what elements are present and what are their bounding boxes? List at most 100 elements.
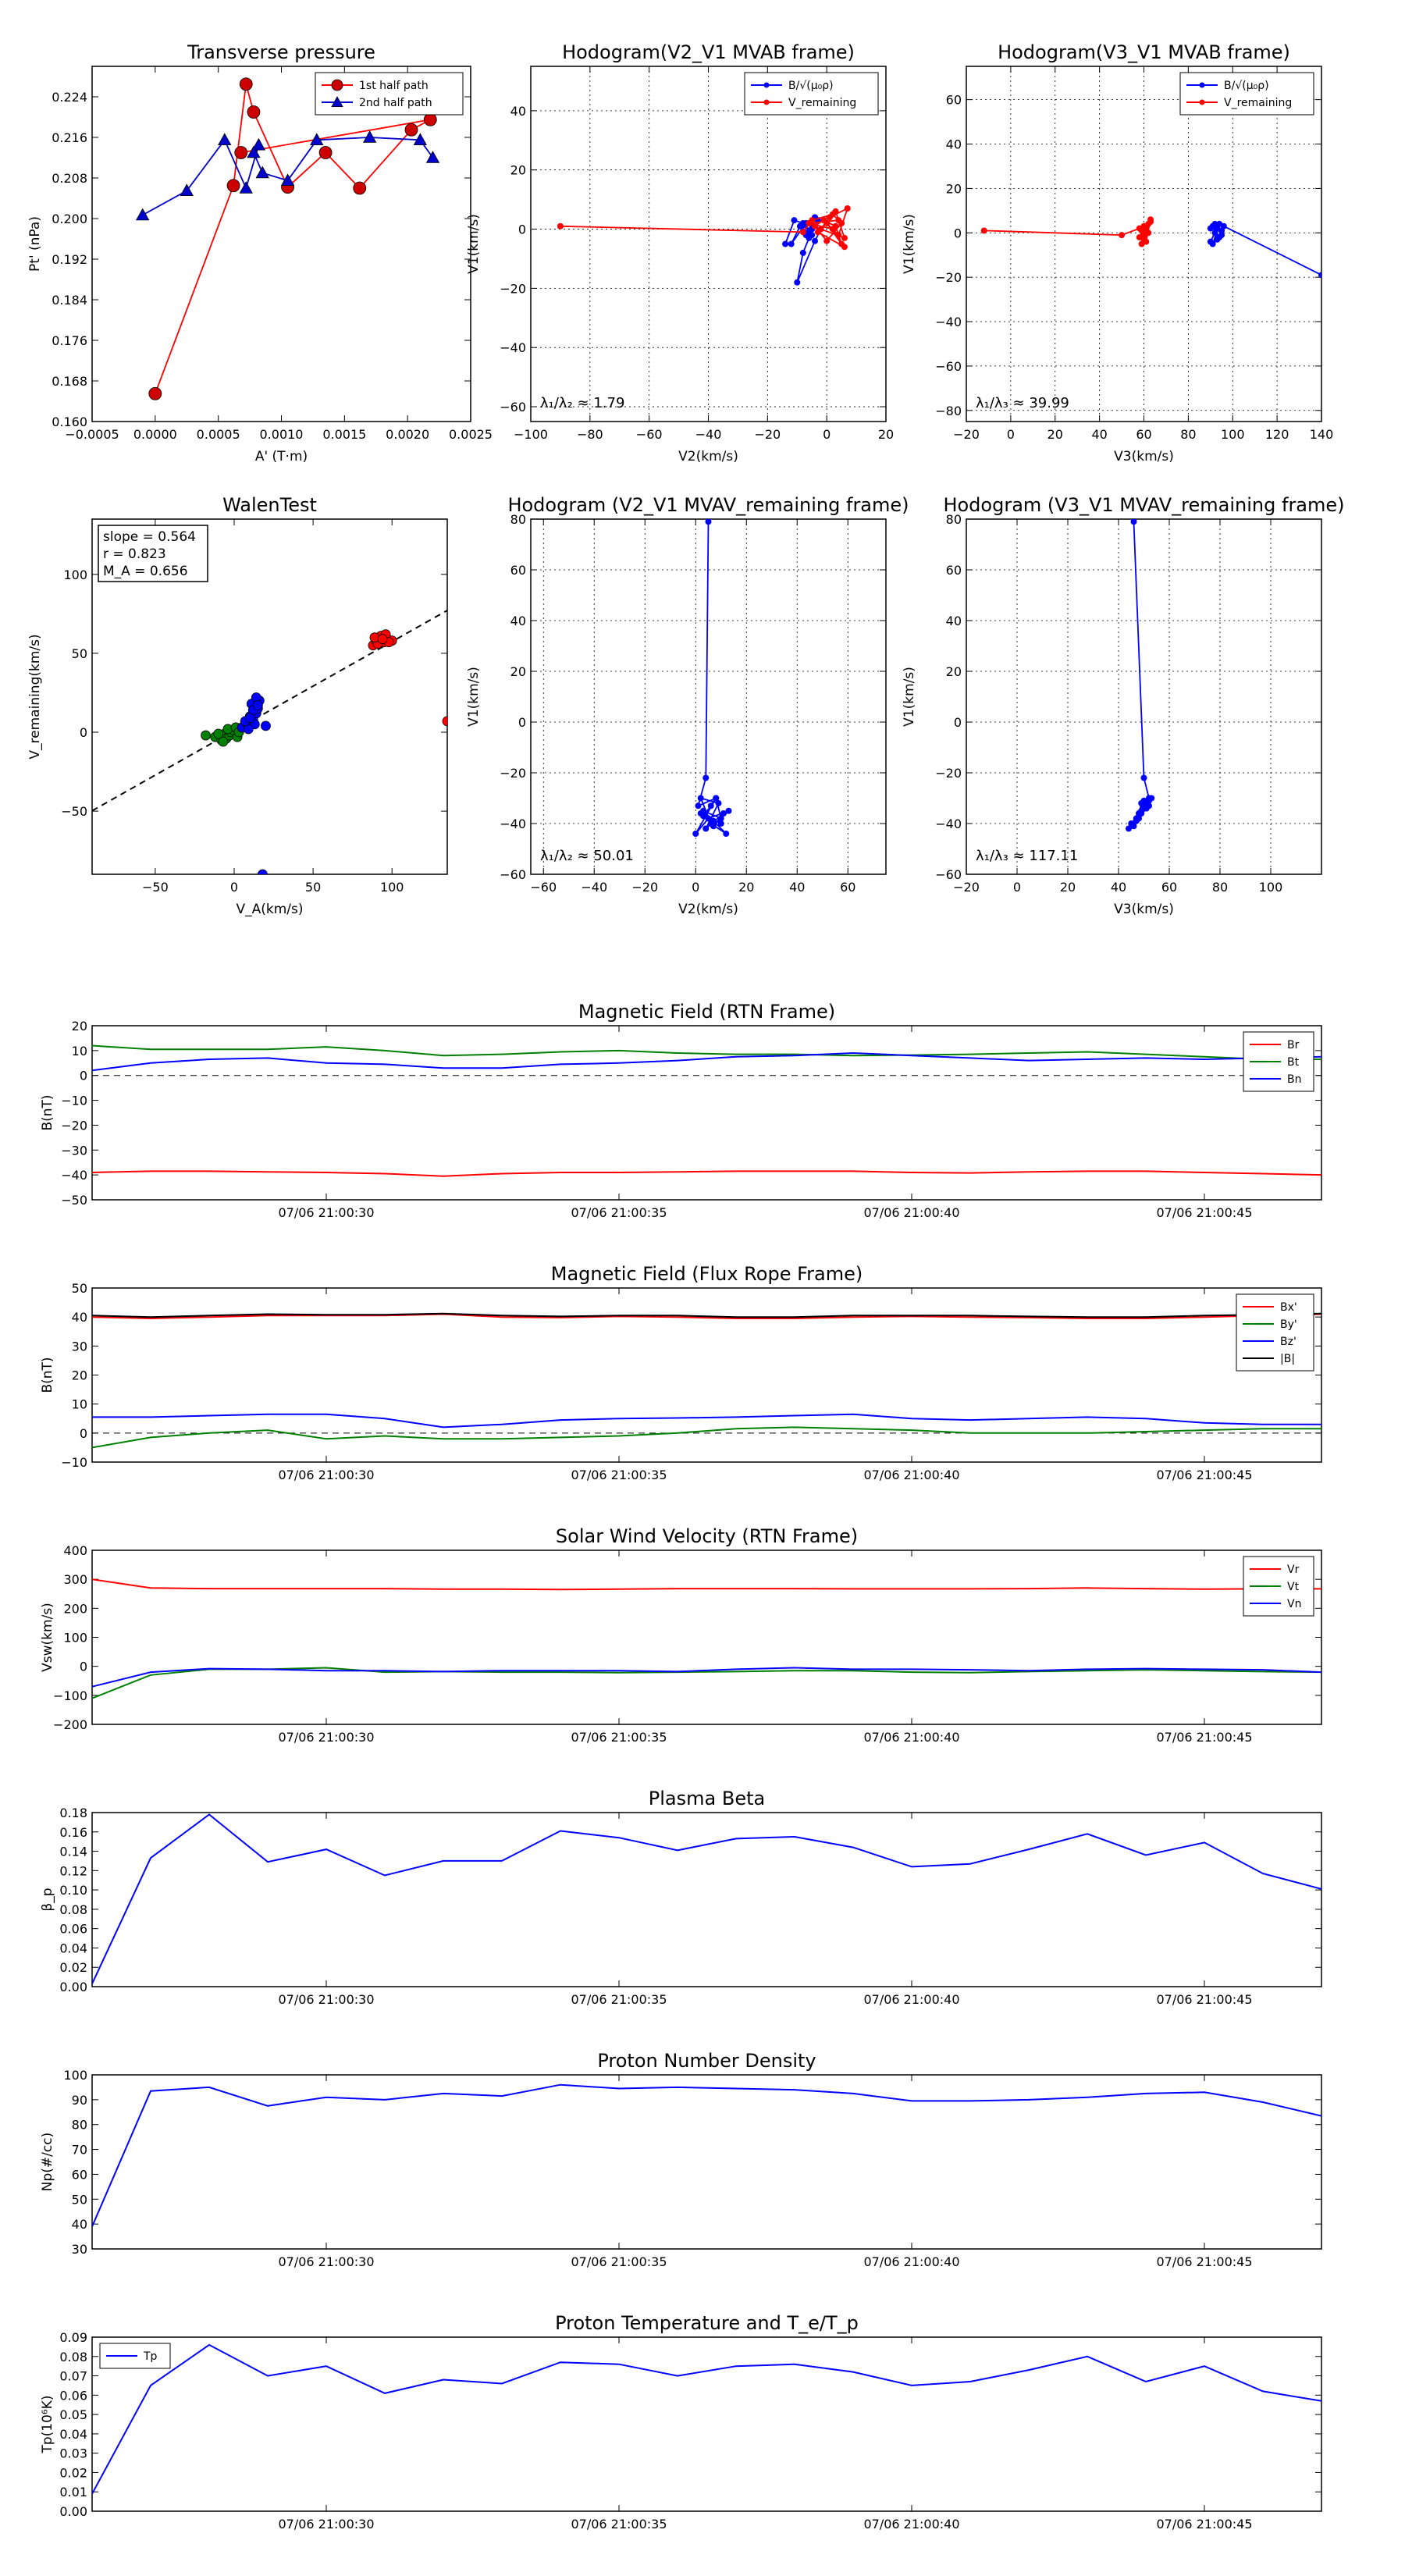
legend-label: V_remaining	[1224, 97, 1292, 109]
y-tick-label: 0.192	[52, 252, 87, 267]
data-point	[1130, 823, 1137, 830]
x-tick-label: 0	[823, 427, 831, 442]
x-axis-label: V2(km/s)	[678, 902, 738, 917]
series-line-Br	[92, 1170, 1321, 1177]
chart-title: Plasma Beta	[649, 1788, 765, 1809]
legend-label: B/√(μ₀ρ)	[788, 80, 834, 92]
y-tick-label: 90	[72, 2093, 87, 2108]
x-tick-label: 40	[789, 880, 805, 895]
data-point	[705, 815, 712, 822]
series-line-Bz'	[92, 1413, 1321, 1429]
x-tick-label: 0	[1013, 880, 1021, 895]
x-tick-label: 80	[1212, 880, 1228, 895]
x-tick-label: 07/06 21:00:40	[863, 1992, 959, 2007]
y-tick-label: 0.176	[52, 333, 87, 348]
x-tick-label: 07/06 21:00:40	[863, 1205, 959, 1220]
x-tick-label: 40	[1111, 880, 1126, 895]
y-tick-label: 30	[72, 1339, 87, 1354]
x-tick-label: −20	[953, 880, 980, 895]
plot-area	[557, 205, 851, 286]
y-tick-label: 80	[510, 512, 526, 527]
data-point-red	[377, 634, 388, 645]
x-axis-label: A' (T·m)	[255, 449, 308, 464]
chart-mag_rtn: 07/06 21:00:30 07/06 21:00:35 07/06 21:00:…	[40, 1001, 1322, 1220]
y-tick-label: 0.04	[59, 1941, 87, 1955]
series-line-beta	[92, 1813, 1321, 1984]
y-tick-label: 0.10	[59, 1883, 87, 1898]
y-tick-label: 0.05	[59, 2407, 87, 2422]
x-tick-label: 07/06 21:00:40	[863, 2517, 959, 2532]
x-tick-label: 0	[692, 880, 699, 895]
x-tick-label: 0	[230, 880, 238, 895]
data-point	[692, 831, 699, 837]
y-tick-label: 20	[510, 163, 526, 178]
chart-hodo_v3v1_mvav: −20 0 20 40 60 80 100−60−40−20020406080Hodogra…	[902, 494, 1345, 917]
plot-area	[92, 1813, 1321, 1984]
legend-marker	[331, 79, 343, 91]
legend-label: Bn	[1287, 1073, 1301, 1086]
x-tick-label: 60	[840, 880, 855, 895]
y-tick-label: 30	[72, 2242, 87, 2257]
x-tick-label: 07/06 21:00:45	[1156, 1992, 1252, 2007]
y-tick-label: −80	[935, 404, 962, 418]
data-point	[218, 133, 232, 146]
y-axis-label: Np(#/cc)	[40, 2133, 55, 2191]
data-point	[814, 229, 821, 236]
axes-frame	[91, 518, 448, 875]
x-tick-label: 07/06 21:00:30	[278, 1730, 374, 1745]
series-line	[695, 521, 730, 834]
y-tick-label: −10	[61, 1094, 87, 1108]
y-axis-label: Tp(10⁶K)	[40, 2395, 55, 2453]
chart-title: Magnetic Field (Flux Rope Frame)	[551, 1263, 863, 1285]
x-tick-label: −50	[142, 880, 169, 895]
legend-label: Br	[1287, 1039, 1300, 1051]
chart-walen: −50 0 50 100 −50 0 50 100 WalenTest V_A(km/s) V_re…	[27, 494, 448, 917]
data-point	[255, 165, 269, 179]
legend-label: Bz'	[1280, 1336, 1297, 1348]
legend-frame	[1179, 72, 1314, 116]
data-point	[697, 795, 704, 802]
y-axis-label: V1(km/s)	[902, 214, 917, 274]
y-tick-label: −10	[61, 1455, 87, 1470]
y-tick-label: 0.200	[52, 212, 87, 226]
chart-title: Proton Temperature and T_e/T_p	[555, 2312, 859, 2334]
data-point-green	[201, 730, 212, 741]
y-tick-label: 400	[63, 1543, 87, 1558]
axes-frame	[91, 2074, 1322, 2250]
x-tick-label: 60	[1161, 880, 1177, 895]
data-point	[705, 519, 712, 525]
data-point	[809, 232, 816, 239]
x-tick-label: 07/06 21:00:45	[1156, 1205, 1252, 1220]
series-line	[142, 137, 434, 216]
y-tick-label: −40	[935, 315, 962, 329]
y-tick-label: 60	[510, 563, 526, 578]
legend-label: 1st half path	[359, 80, 429, 92]
y-tick-label: 80	[72, 2118, 87, 2133]
legend-frame	[315, 72, 464, 116]
data-point	[362, 130, 377, 143]
x-tick-label: 20	[1060, 880, 1076, 895]
x-tick-label: 07/06 21:00:30	[278, 1468, 374, 1482]
data-point	[717, 820, 724, 827]
y-axis-label: Pt' (nPa)	[27, 216, 43, 272]
data-point	[788, 240, 795, 247]
y-axis-label: V1(km/s)	[466, 667, 482, 727]
data-point	[812, 222, 818, 229]
y-tick-label: 50	[72, 2192, 87, 2207]
data-point	[812, 237, 818, 244]
data-point	[239, 77, 253, 91]
x-tick-label: 07/06 21:00:45	[1156, 1730, 1252, 1745]
data-point	[725, 807, 732, 814]
data-point	[280, 173, 295, 187]
x-tick-label: −60	[530, 880, 557, 895]
data-point-blue	[252, 700, 263, 711]
x-tick-label: 40	[1091, 427, 1107, 442]
y-tick-label: 70	[72, 2143, 87, 2158]
y-tick-label: 60	[72, 2167, 87, 2182]
eigenvalue-ratio-label: λ₁/λ₃ ≈ 117.11	[976, 848, 1078, 864]
data-point	[413, 133, 428, 146]
data-point	[1147, 219, 1154, 226]
y-tick-label: −20	[500, 766, 526, 781]
data-point	[832, 208, 839, 215]
y-tick-label: 60	[946, 563, 962, 578]
